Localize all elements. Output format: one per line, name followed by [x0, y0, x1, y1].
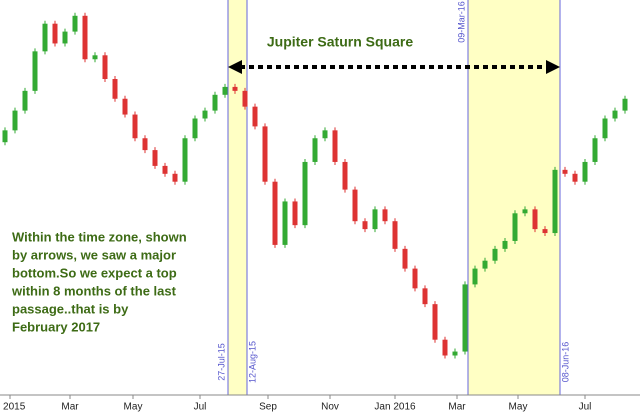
candle-body [612, 110, 618, 119]
candle-body [562, 169, 568, 174]
zone-label: 12-Aug-15 [247, 341, 257, 383]
candle-body [292, 201, 298, 226]
candle-body [382, 209, 388, 222]
time-zone [228, 0, 247, 395]
candle-body [412, 268, 418, 289]
candle-body [342, 161, 348, 190]
candle-body [92, 55, 98, 60]
x-tick-label: May [509, 402, 528, 413]
candle-body [192, 118, 198, 139]
candle-body [282, 201, 288, 245]
candle-body [242, 90, 248, 107]
time-zone [468, 0, 560, 395]
candle-body [522, 209, 528, 214]
candle-body [202, 110, 208, 119]
annotation-line: February 2017 [12, 319, 100, 334]
candle-body [82, 15, 88, 60]
candle-body [172, 173, 178, 182]
candle-body [222, 86, 228, 95]
zones: 27-Jul-15 12-Aug-15 09-Mar-16 08-Jun-16 [216, 0, 570, 395]
x-tick-label: Jul [194, 402, 207, 413]
candle-body [302, 161, 308, 226]
candle-body [422, 288, 428, 305]
candle-body [62, 31, 68, 44]
candle-body [442, 339, 448, 356]
x-tick-label: Nov [321, 402, 339, 413]
candle-body [622, 98, 628, 111]
candle-body [152, 150, 158, 166]
candle-body [212, 94, 218, 111]
candle-body [262, 126, 268, 182]
candle-body [32, 51, 38, 91]
candle-body [232, 86, 238, 91]
annotation-line: within 8 months of the last [11, 283, 177, 298]
annotation-line: passage..that is by [12, 301, 129, 316]
zone-label: 08-Jun-16 [560, 342, 570, 383]
candle-body [592, 138, 598, 162]
candle-body [552, 169, 558, 234]
x-tick-label: Mar [61, 402, 79, 413]
candle-body [372, 209, 378, 230]
x-tick-label: Mar [448, 402, 466, 413]
candle-body [42, 23, 48, 52]
candle-body [112, 79, 118, 99]
candle-body [142, 138, 148, 151]
candle-body [502, 240, 508, 249]
candle-body [122, 98, 128, 115]
annotation: Within the time zone, shown by arrows, we… [11, 229, 187, 334]
arrow-head [546, 60, 560, 74]
candle-body [362, 221, 368, 230]
candle-body [452, 351, 458, 356]
candle-body [402, 248, 408, 269]
candle-body [512, 213, 518, 241]
x-tick-label: Jul [579, 402, 592, 413]
candle-body [482, 260, 488, 269]
arrow-head [228, 60, 242, 74]
candles [2, 12, 628, 359]
candle-body [352, 189, 358, 222]
candle-body [72, 15, 78, 32]
candle-body [102, 55, 108, 79]
candle-body [252, 106, 258, 127]
candle-body [492, 248, 498, 261]
candle-body [2, 130, 8, 143]
annotation-line: bottom.So we expect a top [12, 265, 177, 280]
candle-body [182, 138, 188, 182]
candle-body [582, 161, 588, 182]
candle-body [472, 268, 478, 285]
arrow [228, 60, 560, 74]
candle-body [272, 181, 278, 245]
candle-body [12, 110, 18, 131]
candle-body [132, 114, 138, 139]
x-tick-label: May [124, 402, 143, 413]
zone-label: 09-Mar-16 [456, 1, 466, 43]
x-tick-label: Jan 2016 [374, 402, 416, 413]
candle-body [542, 229, 548, 234]
annotation-line: by arrows, we saw a major [12, 247, 176, 262]
candle-body [462, 284, 468, 352]
x-tick-label: Sep [259, 402, 277, 413]
candle-body [432, 304, 438, 340]
x-tick-label: n 2015 [0, 402, 26, 413]
candle-body [162, 165, 168, 174]
candle-body [602, 118, 608, 139]
candle-body [52, 23, 58, 44]
chart-title: Jupiter Saturn Square [267, 34, 413, 50]
candle-body [322, 130, 328, 139]
candle-body [532, 209, 538, 230]
candle-body [332, 130, 338, 162]
candle-body [572, 173, 578, 182]
zone-label: 27-Jul-15 [216, 343, 226, 381]
candle-body [312, 138, 318, 162]
candle-body [392, 221, 398, 249]
candle-body [22, 90, 28, 111]
annotation-line: Within the time zone, shown [12, 229, 187, 244]
